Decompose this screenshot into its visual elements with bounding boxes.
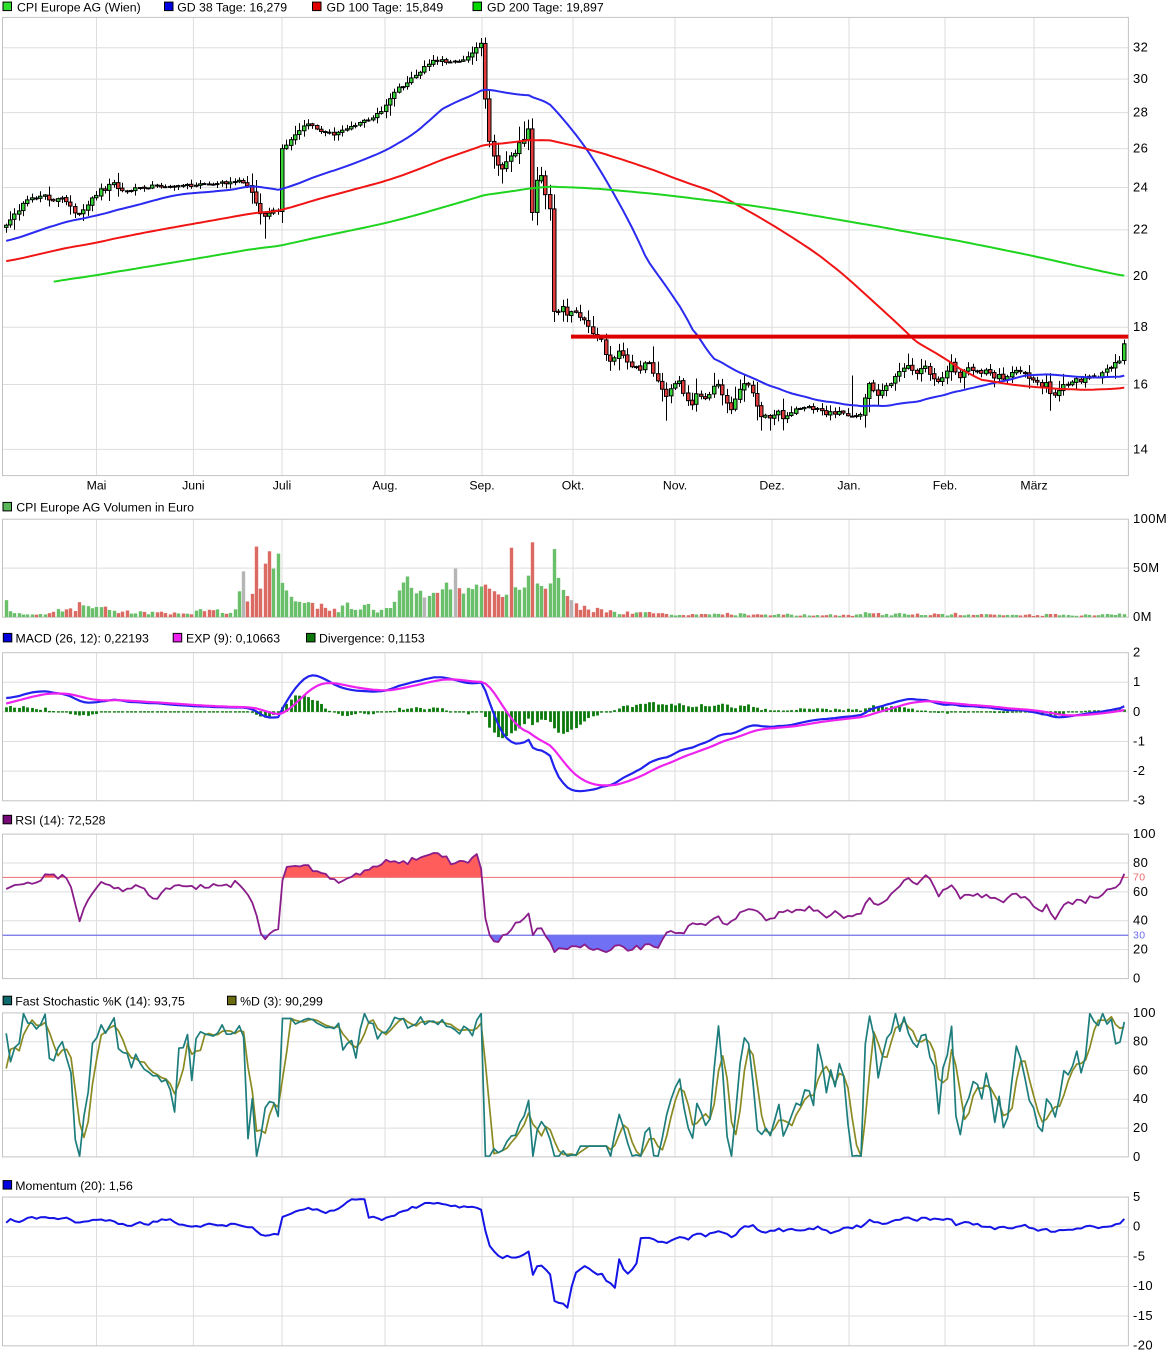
- svg-text:50M: 50M: [1133, 560, 1160, 575]
- svg-text:80: 80: [1133, 1034, 1148, 1049]
- svg-text:CPI Europe AG Volumen in Euro: CPI Europe AG Volumen in Euro: [16, 501, 194, 515]
- svg-text:-5: -5: [1133, 1249, 1145, 1264]
- svg-text:Jan.: Jan.: [837, 478, 860, 492]
- svg-text:Fast Stochastic %K (14): 93,75: Fast Stochastic %K (14): 93,75: [15, 995, 185, 1009]
- svg-text:-2: -2: [1133, 763, 1145, 778]
- svg-text:Mai: Mai: [87, 478, 107, 492]
- svg-text:20: 20: [1133, 942, 1148, 957]
- svg-text:0M: 0M: [1133, 609, 1152, 624]
- svg-text:GD 100 Tage: 15,849: GD 100 Tage: 15,849: [327, 0, 444, 14]
- svg-text:-15: -15: [1133, 1308, 1153, 1323]
- svg-text:Juni: Juni: [182, 478, 205, 492]
- svg-text:26: 26: [1133, 141, 1148, 156]
- svg-text:40: 40: [1133, 913, 1148, 928]
- svg-text:60: 60: [1133, 884, 1148, 899]
- svg-text:1: 1: [1133, 674, 1141, 689]
- svg-text:28: 28: [1133, 105, 1148, 120]
- svg-text:20: 20: [1133, 268, 1148, 283]
- svg-text:0: 0: [1133, 1149, 1141, 1164]
- svg-text:0: 0: [1133, 1219, 1141, 1234]
- svg-text:GD 38 Tage: 16,279: GD 38 Tage: 16,279: [177, 0, 287, 14]
- svg-text:Okt.: Okt.: [562, 478, 585, 492]
- svg-text:100M: 100M: [1133, 511, 1167, 526]
- svg-text:30: 30: [1133, 929, 1145, 941]
- svg-text:RSI (14): 72,528: RSI (14): 72,528: [15, 814, 105, 828]
- svg-text:60: 60: [1133, 1062, 1148, 1077]
- svg-text:Sep.: Sep.: [469, 478, 494, 492]
- svg-text:Aug.: Aug.: [372, 478, 397, 492]
- svg-text:Momentum (20): 1,56: Momentum (20): 1,56: [15, 1179, 133, 1193]
- svg-text:5: 5: [1133, 1189, 1141, 1204]
- svg-text:14: 14: [1133, 441, 1148, 456]
- svg-text:20: 20: [1133, 1120, 1148, 1135]
- svg-text:30: 30: [1133, 71, 1148, 86]
- svg-text:Divergence: 0,1153: Divergence: 0,1153: [319, 632, 425, 646]
- svg-text:CPI Europe AG (Wien): CPI Europe AG (Wien): [17, 0, 141, 14]
- svg-text:-3: -3: [1133, 793, 1145, 808]
- svg-text:-10: -10: [1133, 1278, 1153, 1293]
- svg-text:Feb.: Feb.: [933, 478, 958, 492]
- svg-text:%D (3): 90,299: %D (3): 90,299: [240, 995, 323, 1009]
- svg-text:EXP (9): 0,10663: EXP (9): 0,10663: [186, 632, 280, 646]
- svg-text:GD 200 Tage: 19,897: GD 200 Tage: 19,897: [487, 0, 604, 14]
- svg-text:16: 16: [1133, 376, 1148, 391]
- svg-text:März: März: [1020, 478, 1047, 492]
- svg-text:100: 100: [1133, 1005, 1156, 1020]
- svg-text:Nov.: Nov.: [663, 478, 687, 492]
- svg-text:24: 24: [1133, 180, 1148, 195]
- svg-text:2: 2: [1133, 645, 1141, 660]
- svg-text:32: 32: [1133, 40, 1148, 55]
- svg-text:80: 80: [1133, 855, 1148, 870]
- svg-text:MACD (26, 12): 0,22193: MACD (26, 12): 0,22193: [16, 632, 149, 646]
- svg-text:Dez.: Dez.: [759, 478, 784, 492]
- svg-text:100: 100: [1133, 826, 1156, 841]
- svg-text:22: 22: [1133, 222, 1148, 237]
- svg-text:18: 18: [1133, 319, 1148, 334]
- svg-text:-1: -1: [1133, 733, 1145, 748]
- svg-text:0: 0: [1133, 970, 1141, 985]
- svg-text:70: 70: [1133, 872, 1145, 884]
- svg-text:-20: -20: [1133, 1338, 1153, 1353]
- svg-text:40: 40: [1133, 1091, 1148, 1106]
- svg-text:0: 0: [1133, 704, 1141, 719]
- svg-text:Juli: Juli: [273, 478, 291, 492]
